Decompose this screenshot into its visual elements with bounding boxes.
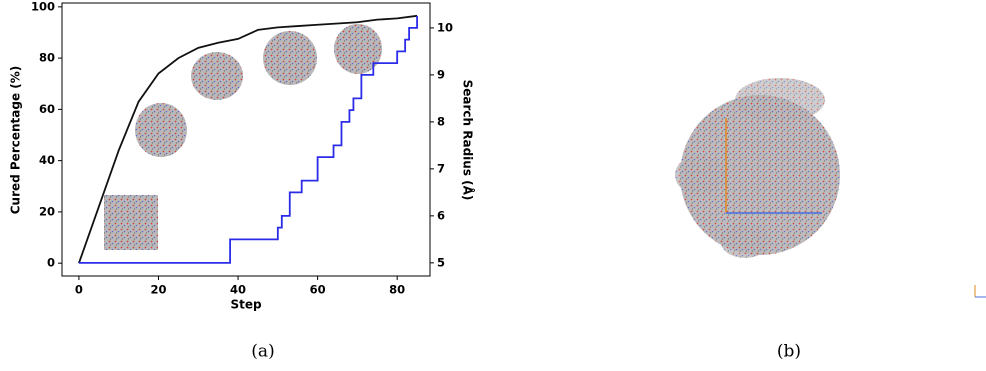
- x-tick-label: 40: [230, 283, 246, 297]
- y2-tick-label: 9: [437, 67, 445, 81]
- plot-frame: [61, 2, 431, 277]
- y-tick-label: 60: [39, 102, 55, 116]
- molecule-snapshot: [263, 31, 317, 85]
- data-line: [78, 16, 418, 264]
- y-tick-label: 100: [31, 0, 55, 13]
- y-axis-label: Cured Percentage (%): [9, 66, 23, 215]
- y2-tick-label: 6: [437, 208, 445, 222]
- x-tick-label: 80: [389, 283, 405, 297]
- y2-tick-label: 5: [437, 255, 445, 269]
- caption: (a): [251, 342, 274, 362]
- y2-tick-label: 10: [437, 20, 453, 34]
- x-tick-label: 0: [75, 283, 83, 297]
- molecule-snapshot: [191, 52, 243, 100]
- molecule-snapshot: [104, 195, 158, 250]
- molecule-snapshot: [135, 103, 187, 157]
- x-axis-label: Step: [230, 298, 262, 312]
- x-tick-label: 20: [150, 283, 166, 297]
- y-tick-label: 20: [39, 204, 55, 218]
- panel-b-image: [675, 78, 986, 298]
- y-tick-label: 80: [39, 51, 55, 65]
- y2-tick-label: 7: [437, 161, 445, 175]
- y2-tick-label: 8: [437, 114, 445, 128]
- y-tick-label: 40: [39, 153, 55, 167]
- molecule-snapshot: [334, 24, 382, 74]
- x-tick-label: 60: [310, 283, 326, 297]
- data-line: [78, 14, 418, 264]
- caption: (b): [777, 342, 801, 362]
- y2-axis-label: Search Radius (Å): [461, 80, 476, 201]
- y-tick-label: 0: [47, 256, 55, 270]
- plot-area: [104, 24, 382, 250]
